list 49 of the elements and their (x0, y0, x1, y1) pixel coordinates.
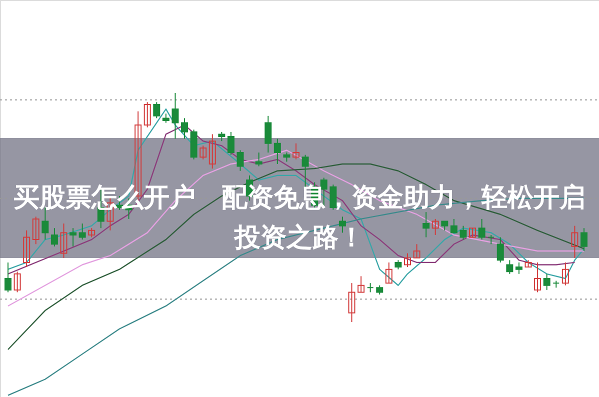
candlestick (181, 118, 188, 140)
candlestick (60, 223, 68, 258)
candlestick (292, 142, 300, 160)
candlestick (515, 262, 522, 274)
candlestick (385, 262, 392, 284)
candlestick (441, 220, 448, 231)
candlestick (376, 284, 384, 296)
candlestick (469, 228, 476, 238)
candlestick (23, 230, 30, 268)
candlestick (255, 152, 262, 167)
candlestick (562, 262, 569, 286)
candlestick (580, 228, 588, 252)
candlestick (432, 218, 439, 236)
candlestick (422, 212, 430, 238)
candlestick (274, 138, 281, 164)
candlestick (366, 282, 374, 293)
candlestick (534, 262, 542, 293)
candlestick (32, 216, 40, 245)
candlestick (413, 244, 420, 258)
candlestick (14, 271, 21, 293)
candlestick (227, 131, 234, 156)
candlestick (70, 228, 77, 247)
candlestick (488, 234, 495, 245)
candlestick (78, 223, 86, 240)
candlestick (50, 228, 58, 247)
candlestick (571, 225, 578, 258)
candlestick (450, 218, 458, 234)
candlestick (283, 152, 290, 162)
candlestick (478, 218, 486, 240)
candlestick (506, 260, 514, 274)
candlestick (144, 102, 151, 128)
candlestick (460, 225, 467, 240)
candlestick (264, 115, 272, 154)
candlestick (496, 236, 504, 263)
candlestick (404, 252, 411, 268)
candlestick (4, 262, 12, 293)
candlestick (153, 102, 160, 119)
candlestick (338, 216, 346, 234)
candlestick (88, 228, 96, 238)
candlestick (348, 282, 356, 322)
candlestick (162, 113, 170, 124)
candlestick (208, 134, 216, 170)
candlestick (172, 92, 179, 140)
candlestick (543, 273, 550, 290)
candlestick (218, 131, 226, 142)
candlestick (358, 276, 365, 293)
candlestick (200, 145, 207, 160)
candlestick (394, 260, 402, 270)
candlestick (236, 150, 244, 172)
